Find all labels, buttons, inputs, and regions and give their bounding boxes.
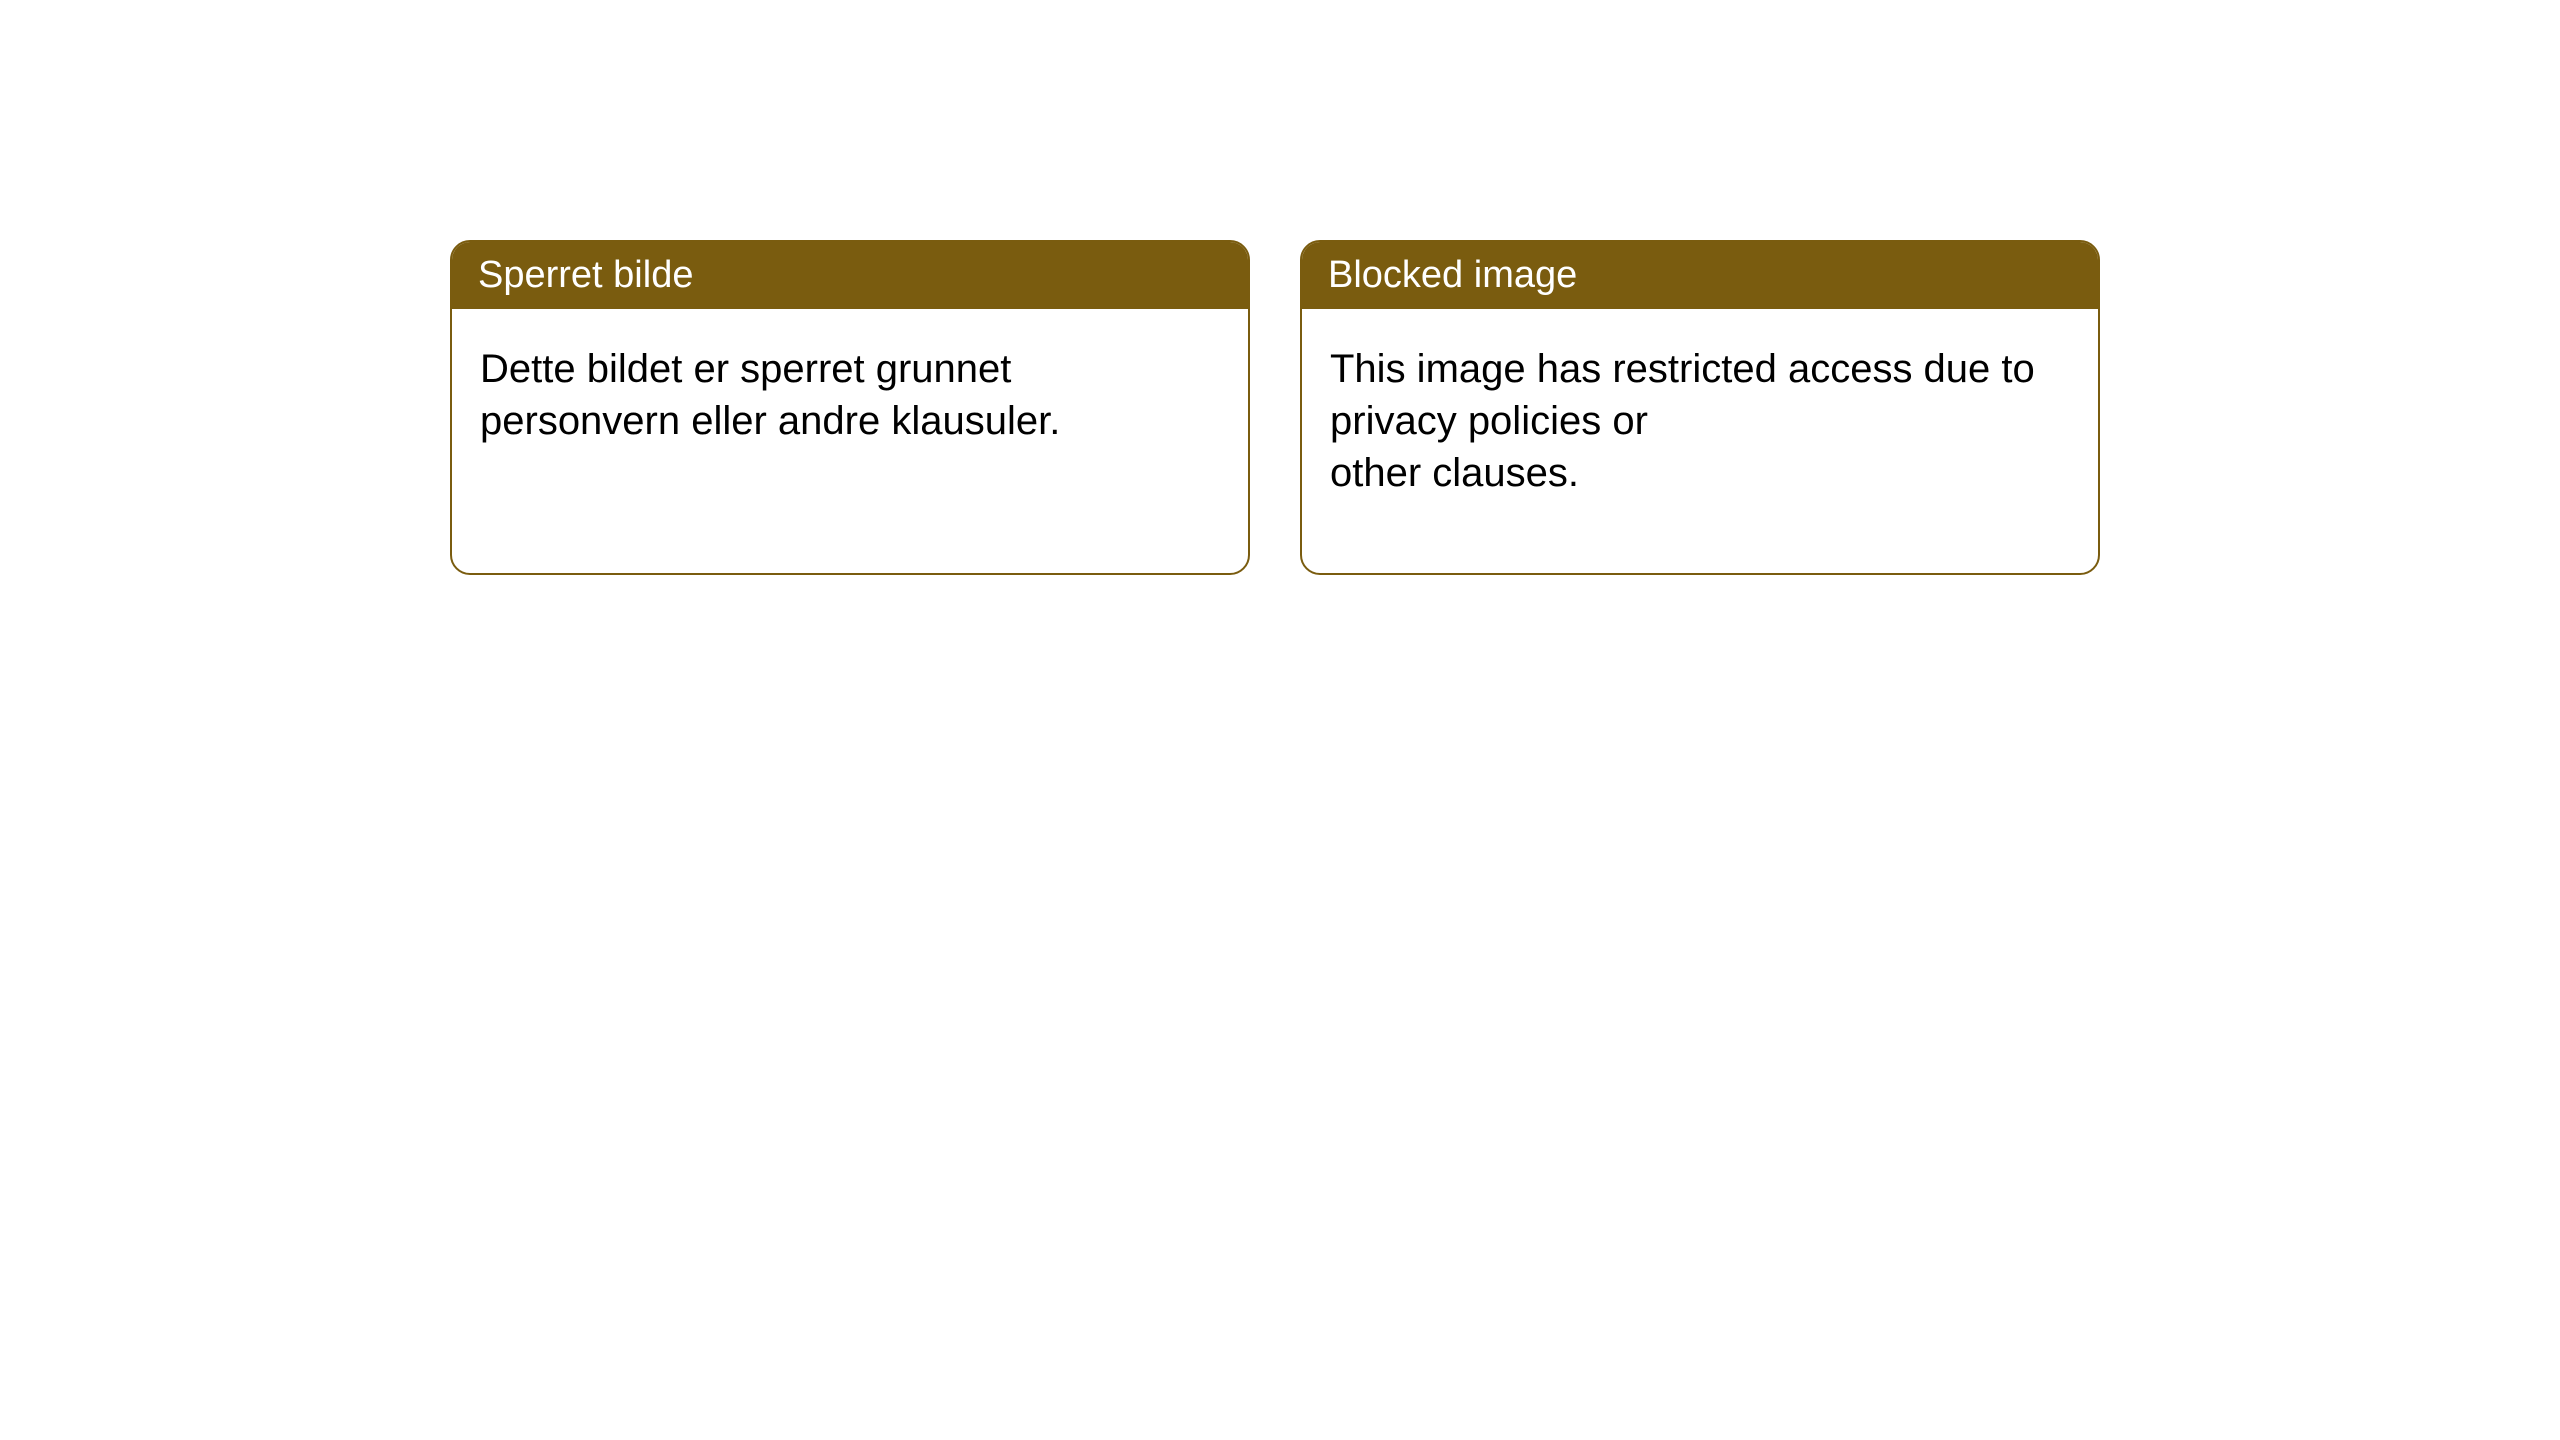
blocked-image-card-en: Blocked image This image has restricted … (1300, 240, 2100, 575)
notice-cards-container: Sperret bilde Dette bildet er sperret gr… (0, 0, 2560, 575)
card-header-en: Blocked image (1302, 242, 2098, 309)
card-header-no: Sperret bilde (452, 242, 1248, 309)
blocked-image-card-no: Sperret bilde Dette bildet er sperret gr… (450, 240, 1250, 575)
card-body-no: Dette bildet er sperret grunnet personve… (452, 309, 1248, 481)
card-body-en: This image has restricted access due to … (1302, 309, 2098, 533)
